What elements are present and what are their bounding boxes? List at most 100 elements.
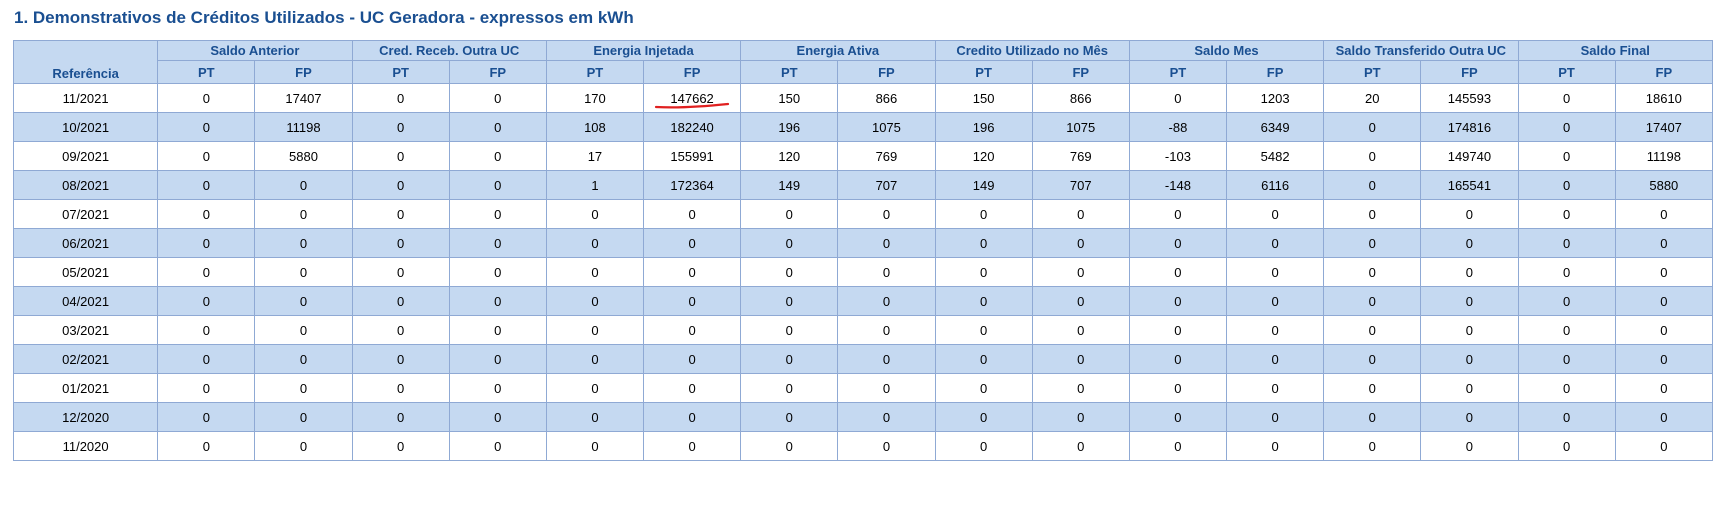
value-text: 0 bbox=[202, 206, 210, 222]
value-text: 0 bbox=[785, 235, 793, 251]
value-cell: 0 bbox=[1323, 228, 1422, 258]
value-cell: 0 bbox=[1517, 257, 1616, 287]
value-text: 0 bbox=[882, 293, 891, 309]
value-cell: 0 bbox=[1517, 344, 1616, 374]
value-cell: 17 bbox=[545, 141, 645, 171]
value-text: 5880 bbox=[289, 148, 318, 164]
value-text: 1075 bbox=[871, 119, 901, 135]
value-cell: 6116 bbox=[1225, 170, 1325, 200]
value-text: 0 bbox=[1174, 322, 1182, 338]
value-cell: 0 bbox=[351, 112, 450, 142]
group-header-credito-utilizado: Credito Utilizado no Mês bbox=[934, 40, 1130, 61]
table-row: 05/2021 0 0 0 0 0 0 0 0 0 0 0 0 0 0 0 0 bbox=[12, 257, 1714, 287]
reference-cell: 01/2021 bbox=[12, 373, 159, 403]
value-cell: 0 bbox=[1128, 257, 1228, 287]
value-text: 149 bbox=[972, 177, 995, 193]
value-text: 0 bbox=[1562, 235, 1571, 251]
value-cell: 155991 bbox=[643, 141, 742, 171]
value-cell: 0 bbox=[1225, 315, 1325, 345]
value-cell: 769 bbox=[837, 141, 936, 171]
value-text: 0 bbox=[1368, 148, 1376, 164]
value-cell: 0 bbox=[448, 402, 547, 432]
value-text: 0 bbox=[1660, 322, 1668, 338]
column-header-referencia: Referência bbox=[12, 40, 159, 84]
value-cell: 0 bbox=[448, 431, 547, 461]
value-text: 1 bbox=[591, 177, 599, 193]
value-cell: 6349 bbox=[1225, 112, 1325, 142]
value-cell: 0 bbox=[1517, 199, 1616, 229]
value-text: 0 bbox=[882, 438, 891, 454]
value-text: 707 bbox=[1069, 177, 1092, 193]
value-cell: 0 bbox=[837, 315, 936, 345]
value-text: 0 bbox=[397, 90, 405, 106]
reference-cell: 03/2021 bbox=[12, 315, 159, 345]
value-text: 5880 bbox=[1649, 177, 1679, 193]
value-text: 20 bbox=[1365, 90, 1380, 106]
value-text: 0 bbox=[591, 264, 599, 280]
value-text: 0 bbox=[1077, 293, 1085, 309]
value-text: 0 bbox=[591, 351, 599, 367]
sub-header-pt: PT bbox=[545, 60, 645, 84]
value-cell: 0 bbox=[1614, 344, 1714, 374]
reference-cell: 12/2020 bbox=[12, 402, 159, 432]
value-cell: 0 bbox=[157, 199, 256, 229]
value-text: 0 bbox=[1271, 438, 1279, 454]
reference-cell: 07/2021 bbox=[12, 199, 159, 229]
value-cell: 0 bbox=[1128, 228, 1228, 258]
value-text: 17 bbox=[587, 148, 603, 164]
reference-cell: 10/2021 bbox=[12, 112, 159, 142]
value-text: 0 bbox=[1271, 206, 1279, 222]
sub-header-fp: FP bbox=[643, 60, 742, 84]
value-cell: -103 bbox=[1128, 141, 1228, 171]
sub-header-pt: PT bbox=[1128, 60, 1228, 84]
value-text: 0 bbox=[1077, 206, 1085, 222]
value-text: 0 bbox=[882, 206, 891, 222]
value-text: 0 bbox=[1465, 409, 1474, 425]
value-cell: 0 bbox=[1128, 286, 1228, 316]
value-text: 0 bbox=[1465, 235, 1474, 251]
value-cell: 1075 bbox=[837, 112, 936, 142]
value-cell: 0 bbox=[545, 286, 645, 316]
sub-header-fp: FP bbox=[254, 60, 353, 84]
value-text: 149740 bbox=[1447, 148, 1492, 164]
value-cell: 0 bbox=[740, 373, 839, 403]
value-text: 0 bbox=[688, 293, 696, 309]
table-body: 11/2021 0 17407 0 0 170 147662 150 866 150 866 0 120… bbox=[12, 83, 1714, 461]
value-text: 0 bbox=[1562, 351, 1571, 367]
value-cell: 1075 bbox=[1031, 112, 1130, 142]
value-cell: 145593 bbox=[1420, 83, 1519, 113]
value-text: 0 bbox=[494, 380, 502, 396]
group-header-saldo-transferido: Saldo Transferido Outra UC bbox=[1323, 40, 1519, 61]
value-cell: 0 bbox=[1517, 402, 1616, 432]
value-cell: 1203 bbox=[1225, 83, 1325, 113]
reference-cell: 04/2021 bbox=[12, 286, 159, 316]
value-text: 6116 bbox=[1261, 177, 1290, 193]
value-cell: 0 bbox=[740, 257, 839, 287]
value-text: 866 bbox=[1069, 90, 1092, 106]
value-cell: 0 bbox=[1517, 170, 1616, 200]
value-text: 0 bbox=[1660, 264, 1668, 280]
value-text: 0 bbox=[785, 293, 793, 309]
value-cell: 0 bbox=[351, 257, 450, 287]
value-text: 0 bbox=[1368, 322, 1376, 338]
value-text: 0 bbox=[1660, 293, 1668, 309]
value-cell: 0 bbox=[254, 199, 353, 229]
value-cell: 0 bbox=[254, 286, 353, 316]
value-cell: 707 bbox=[1031, 170, 1130, 200]
value-cell: 0 bbox=[934, 315, 1033, 345]
value-cell: 0 bbox=[1031, 228, 1130, 258]
value-text: 0 bbox=[494, 409, 502, 425]
value-cell: 0 bbox=[1031, 431, 1130, 461]
value-text: 0 bbox=[882, 235, 891, 251]
value-cell: 769 bbox=[1031, 141, 1130, 171]
value-cell: 18610 bbox=[1614, 83, 1714, 113]
value-text: 0 bbox=[397, 322, 405, 338]
value-text: 0 bbox=[882, 322, 891, 338]
value-cell: 0 bbox=[545, 431, 645, 461]
value-text: 0 bbox=[1562, 409, 1571, 425]
group-header-saldo-anterior: Saldo Anterior bbox=[157, 40, 353, 61]
value-text: 0 bbox=[494, 119, 502, 135]
value-text: 0 bbox=[591, 293, 599, 309]
value-cell: 0 bbox=[1420, 344, 1519, 374]
sub-header-fp: FP bbox=[448, 60, 547, 84]
